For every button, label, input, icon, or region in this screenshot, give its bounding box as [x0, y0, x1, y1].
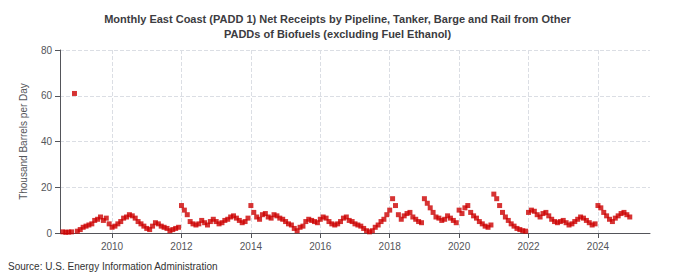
- svg-text:2010: 2010: [101, 241, 124, 252]
- svg-text:2024: 2024: [587, 241, 610, 252]
- svg-text:40: 40: [41, 136, 53, 147]
- svg-text:PADDs of Biofuels (excluding F: PADDs of Biofuels (excluding Fuel Ethano…: [224, 28, 451, 40]
- svg-text:Monthly East Coast (PADD 1) Ne: Monthly East Coast (PADD 1) Net Receipts…: [104, 13, 571, 25]
- svg-text:2018: 2018: [379, 241, 402, 252]
- svg-text:20: 20: [41, 182, 53, 193]
- svg-text:2012: 2012: [170, 241, 193, 252]
- svg-text:80: 80: [41, 45, 53, 56]
- svg-text:0: 0: [46, 228, 52, 239]
- svg-text:60: 60: [41, 90, 53, 101]
- svg-text:2020: 2020: [448, 241, 471, 252]
- svg-text:Thousand Barrels per Day: Thousand Barrels per Day: [18, 83, 29, 200]
- svg-text:Source: U.S. Energy Informatio: Source: U.S. Energy Information Administ…: [8, 261, 218, 272]
- svg-text:2016: 2016: [309, 241, 332, 252]
- svg-text:2014: 2014: [240, 241, 263, 252]
- svg-text:2022: 2022: [517, 241, 540, 252]
